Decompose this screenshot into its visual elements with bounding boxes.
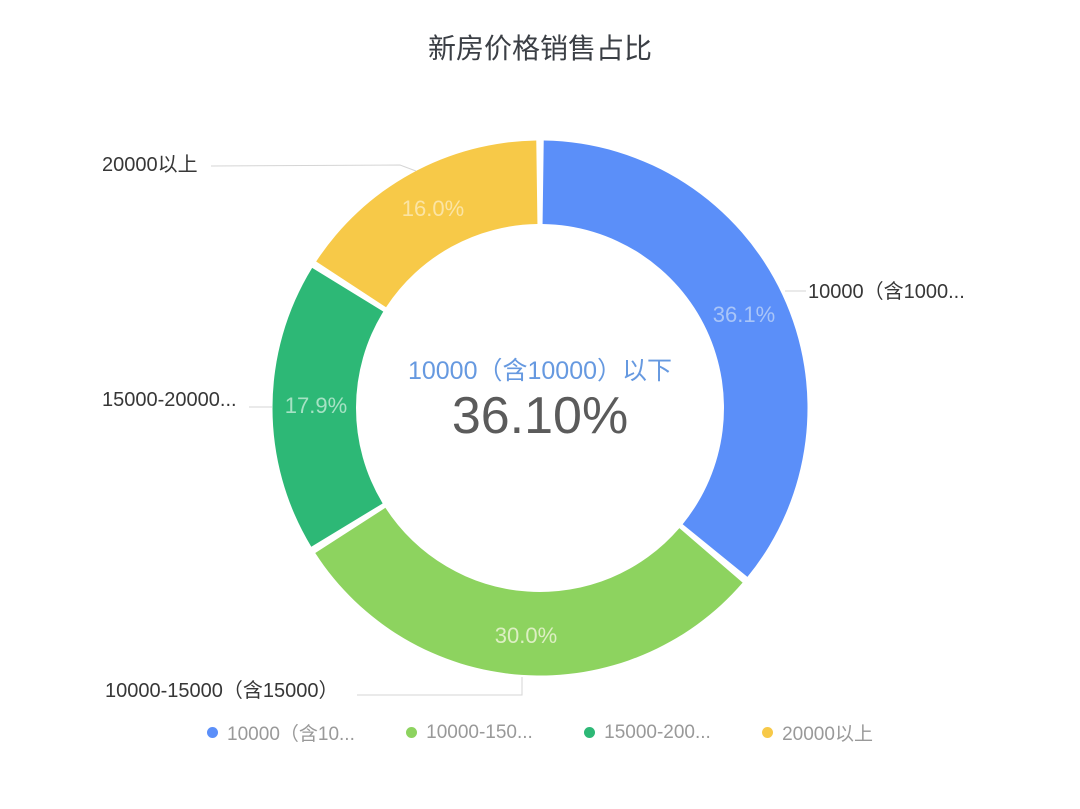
svg-text:16.0%: 16.0%	[402, 196, 464, 221]
svg-text:36.10%: 36.10%	[452, 387, 628, 445]
svg-text:36.1%: 36.1%	[713, 302, 775, 327]
svg-text:10000（含10000）以下: 10000（含10000）以下	[408, 357, 672, 385]
svg-text:30.0%: 30.0%	[495, 623, 557, 648]
svg-text:17.9%: 17.9%	[285, 393, 347, 418]
